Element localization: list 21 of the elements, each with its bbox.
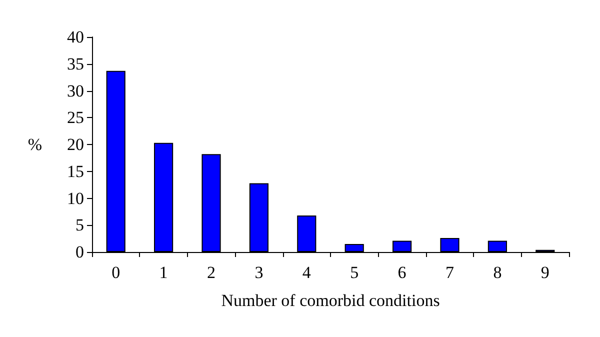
y-tick-label: 0 xyxy=(76,242,84,262)
y-tick-label: 30 xyxy=(67,81,84,100)
x-tick-label: 0 xyxy=(112,263,120,282)
y-axis-title: % xyxy=(28,135,42,154)
y-tick-label: 35 xyxy=(67,54,84,74)
y-tick-label: 20 xyxy=(67,135,84,154)
x-tick-label: 9 xyxy=(540,263,550,282)
y-tick-label: 40 xyxy=(67,28,84,46)
x-tick-label: 6 xyxy=(398,263,406,282)
y-tick-label: 10 xyxy=(67,188,84,208)
x-tick-label: 1 xyxy=(159,263,168,282)
x-tick-label: 3 xyxy=(254,263,264,282)
x-tick-label: 4 xyxy=(302,263,312,282)
y-tick-label: 15 xyxy=(67,162,84,181)
x-tick-label: 2 xyxy=(207,263,216,282)
y-tick-label: 25 xyxy=(67,108,84,128)
x-tick-label: 8 xyxy=(493,263,502,282)
y-tick-label: 5 xyxy=(76,216,84,235)
x-axis-title: Number of comorbid conditions xyxy=(221,291,440,310)
x-tick-label: 7 xyxy=(446,263,454,282)
x-tick-label: 5 xyxy=(350,263,359,282)
